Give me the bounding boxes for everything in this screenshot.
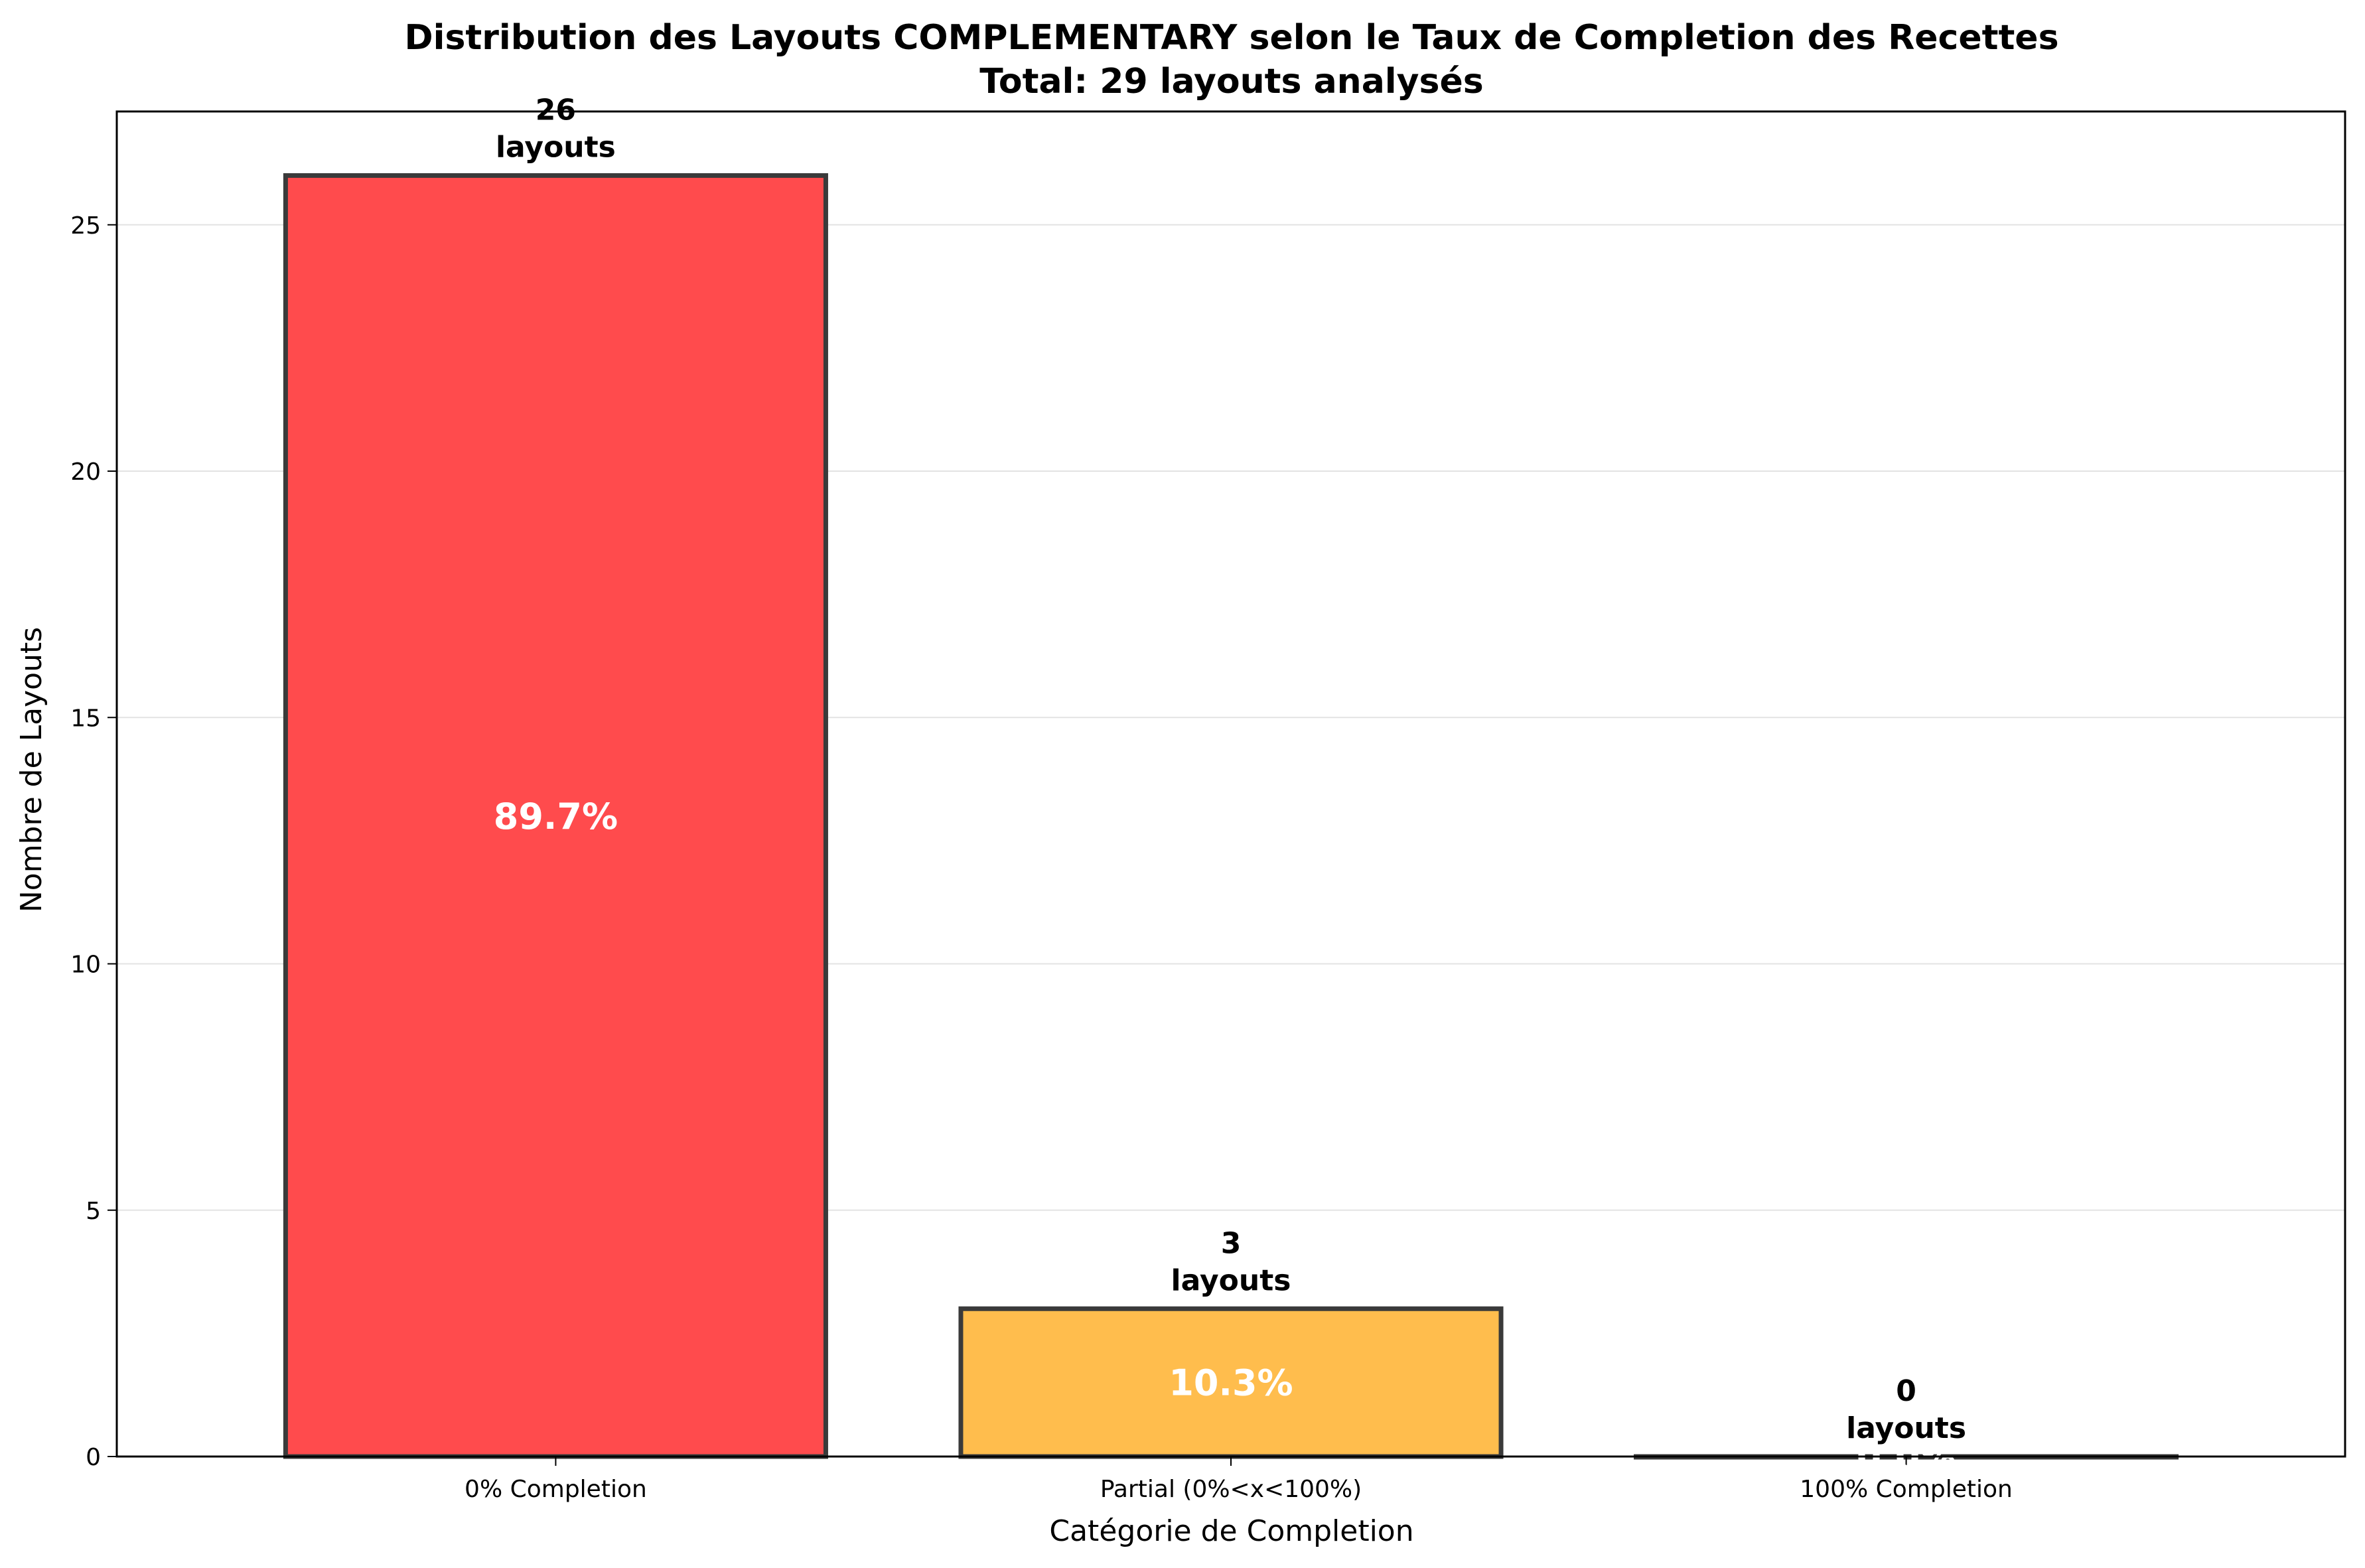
y-axis-ticks: 0 5 10 15 20 25 [70, 212, 117, 1471]
y-axis-label: Nombre de Layouts [15, 627, 48, 912]
bar-percent-label: 89.7% [494, 796, 618, 837]
bar-count-unit: layouts [496, 131, 616, 165]
bar [283, 173, 828, 1459]
x-tick-label: Partial (0%<x<100%) [1100, 1476, 1362, 1503]
x-axis-label: Catégorie de Completion [1049, 1514, 1413, 1548]
y-tick-label: 15 [70, 705, 101, 732]
x-tick-label: 100% Completion [1800, 1476, 2013, 1503]
bar-percent-label: 10.3% [1169, 1362, 1293, 1404]
y-tick-label: 10 [70, 952, 101, 979]
y-tick-label: 25 [70, 212, 101, 240]
bars [283, 173, 2179, 1460]
chart-subtitle: Total: 29 layouts analysés [979, 62, 1483, 102]
y-tick-label: 20 [70, 459, 101, 486]
x-tick-label: 0% Completion [465, 1476, 647, 1503]
bar-count-unit: layouts [1171, 1263, 1291, 1297]
y-tick-label: 0 [86, 1444, 101, 1471]
bar-count-unit: layouts [1846, 1411, 1966, 1445]
x-axis-ticks: 0% Completion Partial (0%<x<100%) 100% Com… [465, 1457, 2013, 1503]
y-tick-label: 5 [86, 1198, 101, 1225]
bar-count-label: 0 [1896, 1374, 1916, 1408]
plot-frame [115, 110, 2346, 1458]
bar-count-label: 26 [536, 94, 576, 127]
bar-count-label: 3 [1221, 1226, 1242, 1260]
chart-title: Distribution des Layouts COMPLEMENTARY s… [404, 18, 2058, 58]
